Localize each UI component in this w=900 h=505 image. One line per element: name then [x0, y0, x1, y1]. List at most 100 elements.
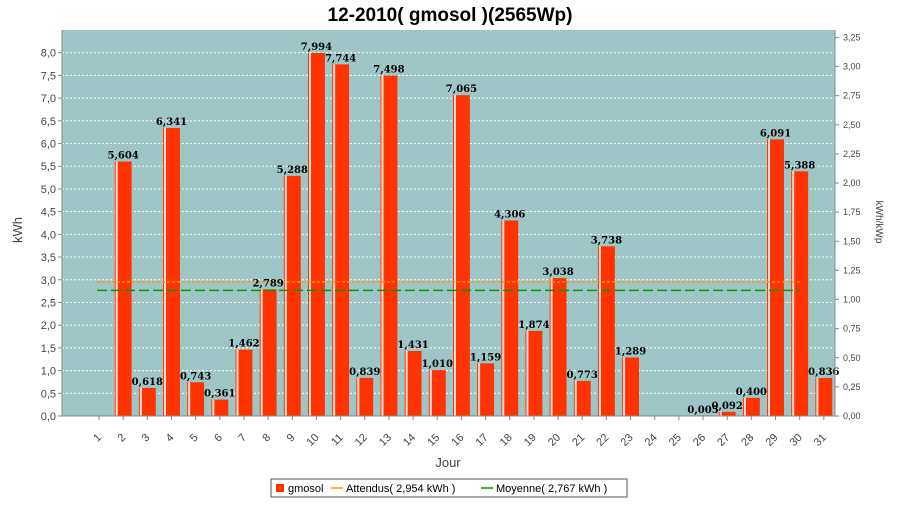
- y-right-tick-label: 3,25: [843, 32, 861, 42]
- bar-highlight: [188, 382, 191, 416]
- x-tick-label: 27: [715, 432, 732, 449]
- y-right-tick-label: 1,75: [843, 207, 861, 217]
- bar: [428, 370, 446, 416]
- data-label: 2,789: [252, 278, 283, 289]
- grid-lines: [62, 52, 835, 394]
- x-tick-label: 18: [498, 432, 515, 449]
- x-tick-label: 29: [763, 432, 780, 449]
- data-label: 1,289: [615, 346, 646, 357]
- legend-average-label: Moyenne( 2,767 kWh ): [496, 483, 607, 495]
- bar: [767, 139, 784, 416]
- data-label: 0,361: [204, 389, 235, 400]
- data-label: 7,498: [373, 65, 404, 76]
- y-tick-label: 5,0: [41, 184, 56, 196]
- y-right-tick-label: 2,00: [843, 178, 861, 188]
- bar-highlight: [550, 278, 553, 416]
- data-label: 1,431: [397, 340, 428, 351]
- data-label: 0,773: [567, 370, 598, 381]
- bar-highlight: [743, 397, 746, 416]
- x-tick-label: 4: [164, 432, 177, 445]
- bar: [622, 357, 640, 416]
- x-tick-label: 20: [546, 432, 563, 449]
- bar-highlight: [768, 139, 771, 416]
- y-right-tick-label: 0,75: [843, 324, 861, 334]
- x-tick-label: 7: [236, 432, 249, 445]
- data-label: 0,743: [180, 371, 211, 382]
- x-tick-label: 25: [667, 432, 684, 449]
- bar: [114, 161, 132, 416]
- legend-gmosol-label: gmosol: [288, 483, 323, 495]
- y-tick-label: 2,0: [41, 320, 56, 332]
- y-tick-label: 3,0: [41, 275, 56, 287]
- x-tick-label: 9: [285, 432, 298, 445]
- x-tick-label: 8: [260, 432, 273, 445]
- x-tick-label: 15: [425, 432, 442, 449]
- bar: [549, 278, 567, 416]
- data-label: 3,038: [542, 267, 573, 278]
- data-label: 7,994: [301, 42, 332, 53]
- data-label: 0,839: [349, 367, 380, 378]
- data-label: 1,874: [518, 320, 549, 331]
- data-label: 4,306: [494, 209, 525, 220]
- y-tick-label: 6,0: [41, 139, 56, 151]
- bar-highlight: [429, 370, 432, 416]
- y-right-tick-label: 2,50: [843, 120, 861, 130]
- bar-highlight: [405, 351, 408, 416]
- x-tick-label: 17: [474, 432, 491, 449]
- y-tick-label: 8,0: [41, 48, 56, 60]
- x-tick-label: 14: [401, 432, 418, 449]
- legend-expected-label: Attendus( 2,954 kWh ): [346, 483, 455, 495]
- data-label: 5,288: [277, 165, 308, 176]
- y-tick-label: 7,5: [41, 70, 56, 82]
- y-right-tick-label: 0,25: [843, 382, 861, 392]
- bar: [404, 351, 422, 416]
- y-tick-label: 1,0: [41, 366, 56, 378]
- bar: [138, 387, 156, 416]
- bar: [380, 75, 398, 416]
- x-tick-label: 5: [188, 432, 201, 445]
- y-tick-label: 0,5: [41, 388, 56, 400]
- data-label: 6,091: [760, 128, 791, 139]
- y-right-tick-label: 1,25: [843, 265, 861, 275]
- bar-highlight: [381, 75, 384, 416]
- x-tick-label: 28: [739, 432, 756, 449]
- reference-lines: [97, 281, 800, 292]
- x-tick-label: 23: [619, 432, 636, 449]
- bar: [235, 349, 253, 416]
- bar: [163, 128, 180, 416]
- bar-highlight: [453, 95, 456, 416]
- data-label: 5,388: [784, 160, 815, 171]
- bar: [332, 64, 350, 416]
- x-tick-label: 2: [115, 432, 128, 445]
- x-tick-label: 1: [91, 432, 104, 445]
- bar: [718, 411, 736, 416]
- y-tick-label: 7,0: [41, 93, 56, 105]
- bar-highlight: [284, 175, 287, 416]
- y-right-tick-label: 1,50: [843, 236, 861, 246]
- bar-highlight: [816, 378, 819, 416]
- data-label: 0,092: [712, 401, 743, 412]
- bar-highlight: [598, 246, 601, 416]
- bar: [525, 330, 543, 416]
- bar: [187, 382, 205, 416]
- bar-highlight: [357, 377, 360, 416]
- bar-highlight: [115, 161, 118, 416]
- bar: [742, 397, 760, 416]
- bar: [477, 363, 495, 416]
- y-right-tick-label: 1,00: [843, 295, 861, 305]
- bar: [791, 171, 809, 416]
- y-right-axis-title: kWh/kWp: [873, 201, 884, 244]
- y-tick-label: 3,5: [41, 252, 56, 264]
- x-tick-label: 6: [212, 432, 225, 445]
- y-right-tick-label: 0,00: [843, 411, 861, 421]
- x-axis-title: Jour: [435, 455, 461, 470]
- value-labels: 5,604 0,618 6,341 0,743 0,361 1,462 2,789 5,288…: [107, 42, 839, 416]
- y-right-tick-label: 0,50: [843, 353, 861, 363]
- bar: [259, 289, 277, 416]
- bar: [815, 378, 833, 416]
- data-label: 0,836: [808, 367, 839, 378]
- legend-gmosol-swatch: [276, 484, 284, 492]
- bar: [307, 52, 325, 416]
